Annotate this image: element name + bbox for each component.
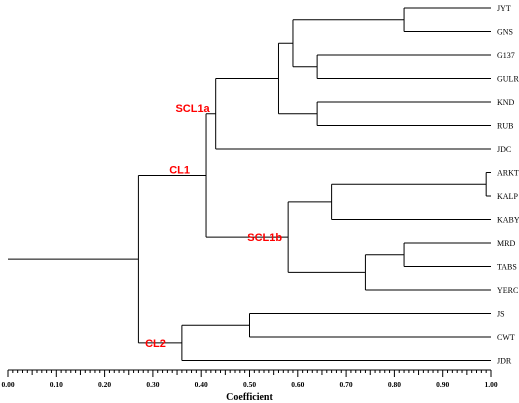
leaf-label-js: JS bbox=[497, 310, 505, 319]
tick-label: 0.20 bbox=[98, 380, 111, 389]
leaf-label-cwt: CWT bbox=[497, 333, 515, 342]
cluster-label-scl1b: SCL1b bbox=[247, 232, 282, 244]
leaf-labels: JYT GNS G137 GULR KND RUB JDC ARKT KALP KABY MRD TA… bbox=[497, 4, 519, 366]
leaf-label-jdc: JDC bbox=[497, 145, 511, 154]
leaf-label-arkt: ARKT bbox=[497, 169, 519, 178]
leaf-label-jyt: JYT bbox=[497, 4, 511, 13]
cluster-label-cl1: CL1 bbox=[169, 164, 190, 176]
cluster-label-scl1a: SCL1a bbox=[175, 103, 210, 115]
tick-label: 0.70 bbox=[340, 380, 353, 389]
tick-label: 0.30 bbox=[146, 380, 159, 389]
axis-ticks: 0.00 0.10 0.20 0.30 0.40 0.50 0.60 0.70 0.80 0.90… bbox=[1, 370, 498, 389]
tick-label: 0.60 bbox=[291, 380, 304, 389]
tick-label: 0.40 bbox=[195, 380, 208, 389]
cluster-labels: SCL1a SCL1b CL1 CL2 bbox=[145, 103, 282, 350]
leaf-label-yerc: YERC bbox=[497, 286, 518, 295]
tick-label: 0.80 bbox=[388, 380, 401, 389]
leaf-label-gulr: GULR bbox=[497, 75, 519, 84]
leaf-label-rub: RUB bbox=[497, 122, 513, 131]
cluster-label-cl2: CL2 bbox=[145, 338, 166, 350]
tick-label: 0.50 bbox=[243, 380, 256, 389]
leaf-label-tabs: TABS bbox=[497, 263, 517, 272]
leaf-label-kaby: KABY bbox=[497, 216, 519, 225]
axis-title: Coefficient bbox=[226, 392, 273, 403]
leaf-label-jdr: JDR bbox=[497, 357, 512, 366]
leaf-label-g137: G137 bbox=[497, 51, 515, 60]
coefficient-axis: 0.00 0.10 0.20 0.30 0.40 0.50 0.60 0.70 0.80 0.90… bbox=[1, 369, 498, 403]
tick-label: 0.10 bbox=[50, 380, 63, 389]
dendrogram-branches bbox=[8, 7, 491, 361]
leaf-label-mrd: MRD bbox=[497, 239, 515, 248]
tick-label: 0.00 bbox=[1, 380, 14, 389]
tick-label: 0.90 bbox=[436, 380, 449, 389]
leaf-label-kalp: KALP bbox=[497, 192, 518, 201]
leaf-label-gns: GNS bbox=[497, 28, 513, 37]
tick-label: 1.00 bbox=[484, 380, 497, 389]
leaf-label-knd: KND bbox=[497, 98, 515, 107]
